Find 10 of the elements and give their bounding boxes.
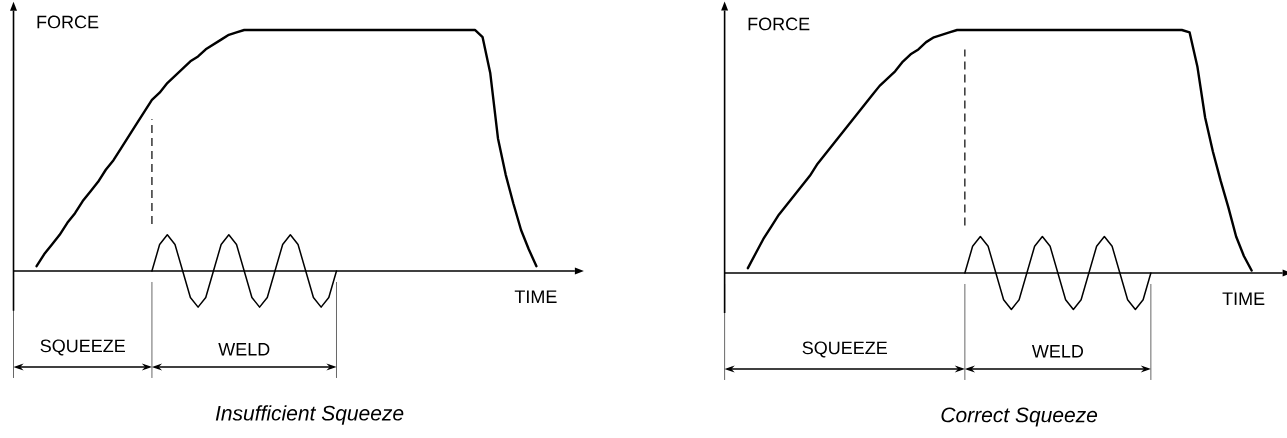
text: WELD (218, 343, 270, 356)
text: Correct Squeeze (941, 407, 1098, 427)
x-axis-title: TIME (1222, 292, 1265, 305)
text: SQUEEZE (802, 341, 887, 358)
text: Insufficient Squeeze (215, 405, 404, 425)
text: SQUEEZE (40, 339, 125, 356)
y-axis-title: FORCE (37, 15, 99, 29)
y-axis-title: FORCE (748, 17, 810, 31)
text: WELD (1031, 345, 1084, 358)
x-axis-title: TIME (514, 290, 557, 303)
